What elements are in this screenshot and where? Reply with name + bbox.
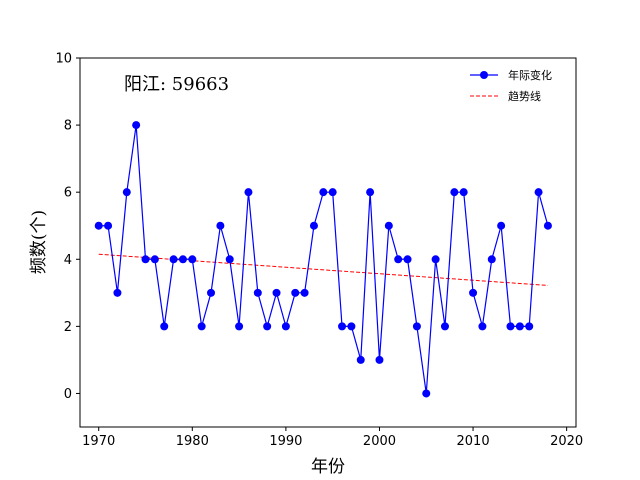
data-point-1993 xyxy=(309,221,318,230)
x-tick-label-1980: 1980 xyxy=(176,434,209,449)
data-point-1972 xyxy=(113,288,122,297)
y-axis-title: 频数(个) xyxy=(29,210,49,274)
data-point-1985 xyxy=(235,322,244,331)
y-tick-label-2: 2 xyxy=(64,320,72,335)
data-point-2011 xyxy=(478,322,487,331)
data-point-1979 xyxy=(178,255,187,264)
trend-layer xyxy=(98,253,548,286)
data-point-2010 xyxy=(469,288,478,297)
data-point-1984 xyxy=(225,255,234,264)
data-point-1980 xyxy=(188,255,197,264)
data-point-1981 xyxy=(197,322,206,331)
x-tick-label-2010: 2010 xyxy=(457,434,490,449)
data-point-2006 xyxy=(431,255,440,264)
data-point-2008 xyxy=(450,188,459,197)
y-tick-label-0: 0 xyxy=(64,387,72,402)
y-tick-label-6: 6 xyxy=(64,186,72,201)
data-point-2018 xyxy=(543,221,552,230)
data-point-1990 xyxy=(281,322,290,331)
x-axis-title: 年份 xyxy=(311,457,345,477)
x-ticks: 1970 1980 1990 2000 2010 2020 xyxy=(82,427,583,449)
x-tick-label-2020: 2020 xyxy=(550,434,583,449)
legend-label-trend: 趋势线 xyxy=(508,89,541,103)
data-point-2017 xyxy=(534,188,543,197)
data-point-1973 xyxy=(122,188,131,197)
data-point-1998 xyxy=(356,355,365,364)
station-annotation: 阳江: 59663 xyxy=(124,74,229,95)
data-point-1978 xyxy=(169,255,178,264)
data-point-2014 xyxy=(506,322,515,331)
data-point-1997 xyxy=(347,322,356,331)
plot-frame xyxy=(79,57,577,428)
data-point-2009 xyxy=(459,188,468,197)
data-point-1995 xyxy=(328,188,337,197)
data-point-1970 xyxy=(94,221,103,230)
data-point-1982 xyxy=(207,288,216,297)
data-point-1977 xyxy=(160,322,169,331)
data-point-1994 xyxy=(319,188,328,197)
data-point-1975 xyxy=(141,255,150,264)
data-point-1976 xyxy=(150,255,159,264)
y-tick-label-10: 10 xyxy=(55,52,72,67)
data-point-1988 xyxy=(263,322,272,331)
data-point-1991 xyxy=(291,288,300,297)
y-ticks: 0 2 4 6 8 10 xyxy=(55,52,80,402)
y-tick-label-8: 8 xyxy=(64,119,72,134)
x-tick-label-2000: 2000 xyxy=(363,434,396,449)
data-point-1986 xyxy=(244,188,253,197)
data-point-1989 xyxy=(272,288,281,297)
data-point-2015 xyxy=(515,322,524,331)
series-layer xyxy=(94,121,552,398)
data-point-2004 xyxy=(412,322,421,331)
data-point-2000 xyxy=(375,355,384,364)
data-point-2002 xyxy=(394,255,403,264)
data-point-2005 xyxy=(422,389,431,398)
legend: 年际变化 趋势线 xyxy=(461,64,571,109)
data-point-2007 xyxy=(440,322,449,331)
data-point-2012 xyxy=(487,255,496,264)
legend-marker-series xyxy=(480,71,488,79)
data-point-1987 xyxy=(253,288,262,297)
data-point-1971 xyxy=(104,221,113,230)
data-point-2003 xyxy=(403,255,412,264)
x-tick-label-1970: 1970 xyxy=(82,434,115,449)
data-point-1974 xyxy=(132,121,141,130)
y-tick-label-4: 4 xyxy=(64,253,72,268)
data-point-1996 xyxy=(338,322,347,331)
x-tick-label-1990: 1990 xyxy=(269,434,302,449)
data-point-2016 xyxy=(525,322,534,331)
data-point-1983 xyxy=(216,221,225,230)
legend-box xyxy=(461,64,571,109)
trend-line xyxy=(98,253,548,286)
data-point-1999 xyxy=(366,188,375,197)
data-point-2001 xyxy=(384,221,393,230)
data-point-1992 xyxy=(300,288,309,297)
data-point-2013 xyxy=(497,221,506,230)
legend-label-series: 年际变化 xyxy=(508,68,552,82)
